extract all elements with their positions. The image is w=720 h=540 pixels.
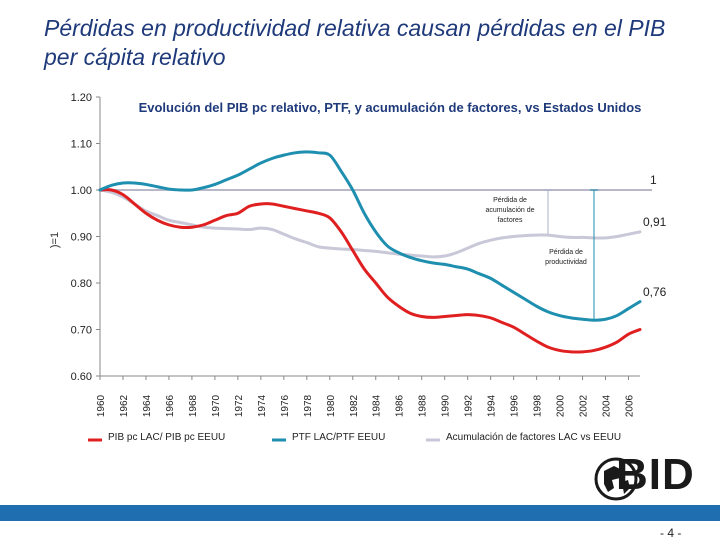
annotation-loss-acum: factores: [498, 217, 523, 224]
x-tick-label: 2004: [602, 394, 613, 417]
x-tick-label: 2000: [556, 394, 567, 417]
x-tick-label: 1986: [395, 394, 406, 417]
x-tick-label: 1992: [464, 394, 475, 417]
x-tick-label: 1966: [165, 394, 176, 417]
annotation-loss-acum: acumulación de: [485, 207, 534, 214]
y-tick-label: 1.20: [71, 92, 92, 104]
line-chart: 0.60 0.70 0.80 0.90 1.00 1.10 1.20 1960 1962 1964…: [49, 92, 667, 443]
series-line-1: [98, 150, 642, 322]
x-tick-label: 1988: [418, 394, 429, 417]
legend-label-1: PTF LAC/PTF EEUU: [292, 432, 385, 443]
annotation-loss-acum: Pérdida de: [493, 197, 527, 204]
bid-logo: [594, 457, 638, 501]
x-tick-label: 1984: [372, 394, 383, 417]
y-tick-label: 0.70: [71, 325, 92, 337]
x-tick-label: 1970: [211, 394, 222, 417]
chart-legend: PIB pc LAC/ PIB pc EEUU PTF LAC/PTF EEUU A…: [88, 432, 621, 443]
y-tick-label: 0.60: [71, 371, 92, 383]
series-line-2: [98, 188, 642, 259]
x-tick-label: 1982: [349, 394, 360, 417]
series-line-0: [98, 188, 642, 354]
x-tick-label: 1968: [188, 394, 199, 417]
x-tick-label: 1976: [280, 394, 291, 417]
legend-label-0: PIB pc LAC/ PIB pc EEUU: [108, 432, 225, 443]
end-label-ptf: 0,76: [643, 285, 667, 299]
x-tick-label: 1994: [487, 394, 498, 417]
x-tick-label: 1964: [142, 394, 153, 417]
x-tick-label: 1980: [326, 394, 337, 417]
y-tick-label: 1.00: [71, 185, 92, 197]
x-tick-label: 1960: [96, 394, 107, 417]
x-tick-label: 1978: [303, 394, 314, 417]
annotation-loss-prod: productividad: [545, 259, 587, 266]
footer-bar: [0, 505, 720, 521]
x-tick-label: 1990: [441, 394, 452, 417]
x-tick-label: 1974: [257, 394, 268, 417]
y-tick-label: 0.80: [71, 278, 92, 290]
legend-label-2: Acumulación de factores LAC vs EEUU: [446, 432, 621, 443]
y-tick-label: 0.90: [71, 232, 92, 244]
x-tick-label: 1972: [234, 394, 245, 417]
chart-title: Evolución del PIB pc relativo, PTF, y ac…: [139, 100, 642, 115]
x-tick-label: 1998: [533, 394, 544, 417]
x-tick-label: 1996: [510, 394, 521, 417]
page-number: - 4 -: [660, 526, 682, 540]
chart-axes: 0.60 0.70 0.80 0.90 1.00 1.10 1.20 1960 1962 1964…: [71, 92, 640, 417]
chart-lines: [98, 150, 642, 354]
end-label-acum: 0,91: [643, 215, 667, 229]
page-title: Pérdidas en productividad relativa causa…: [44, 15, 666, 70]
x-tick-label: 2002: [579, 394, 590, 417]
end-label-1: 1: [650, 173, 657, 187]
x-tick-label: 2006: [625, 394, 636, 417]
annotation-loss-prod: Pérdida de: [549, 249, 583, 256]
y-axis-label: )=1: [49, 232, 61, 248]
y-tick-label: 1.10: [71, 139, 92, 151]
chart-annotations: 1 0,91 0,76 Pérdida de acumulación de factore…: [485, 173, 667, 320]
x-tick-label: 1962: [119, 394, 130, 417]
logo-text: BID: [616, 450, 695, 499]
